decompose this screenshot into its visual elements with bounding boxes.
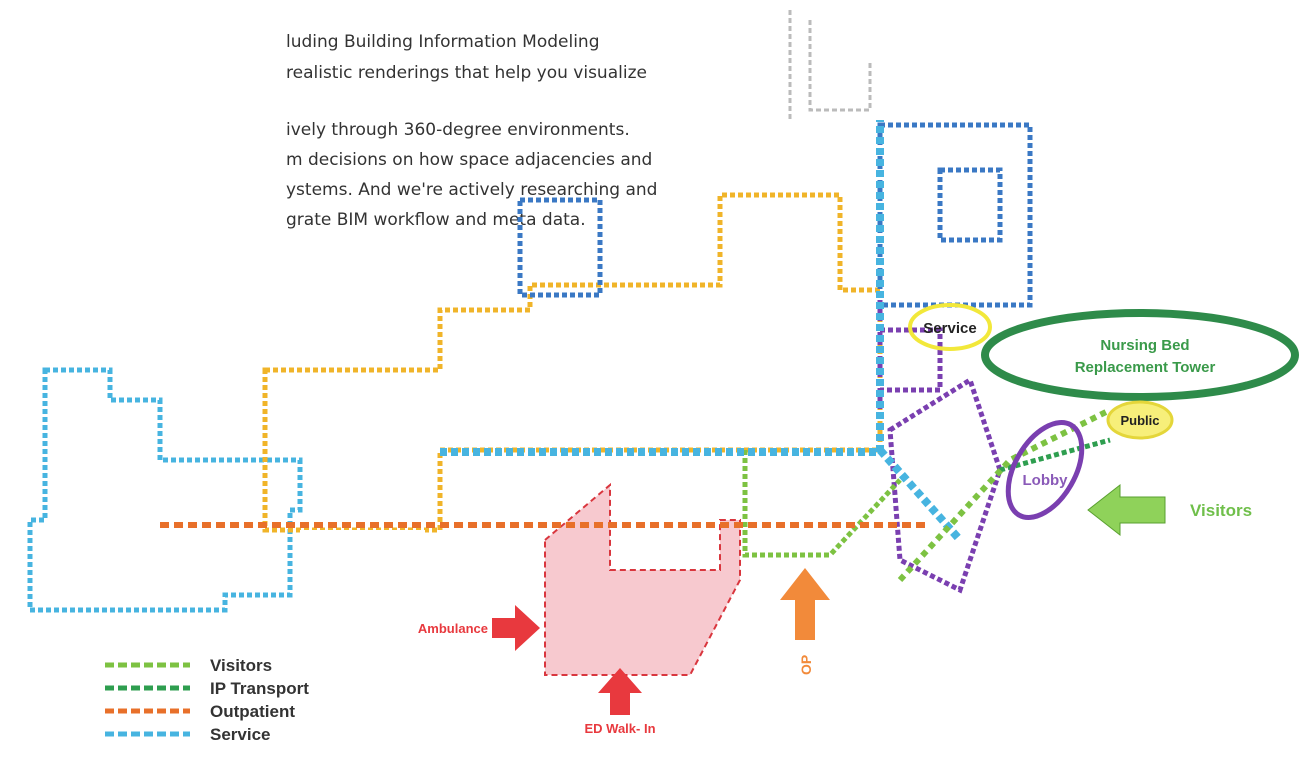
tower-label: Nursing Bed	[1100, 337, 1189, 354]
visitors-arrow	[1088, 485, 1165, 535]
legend-label: Service	[210, 725, 271, 744]
page: luding Building Information Modeling rea…	[0, 0, 1302, 768]
service-label: Service	[923, 320, 976, 337]
ambulance-arrow	[492, 605, 540, 651]
tower-label: Replacement Tower	[1075, 359, 1216, 376]
visitors-label: Visitors	[1190, 501, 1252, 520]
legend-label: Visitors	[210, 656, 272, 675]
legend-label: IP Transport	[210, 679, 309, 698]
ambulance-label: Ambulance	[418, 621, 488, 636]
lobby-label: Lobby	[1023, 472, 1069, 489]
legend: Visitors IP Transport Outpatient Service	[105, 656, 309, 744]
blank-box	[300, 530, 425, 615]
ed-zone	[545, 485, 740, 675]
walkin-label: ED Walk- In	[584, 721, 655, 736]
tower-ellipse	[985, 313, 1295, 397]
legend-label: Outpatient	[210, 702, 295, 721]
op-label: OP	[798, 655, 814, 675]
op-arrow	[780, 568, 830, 640]
floor-plan: Service Nursing Bed Replacement Tower Pu…	[0, 0, 1302, 768]
public-label: Public	[1120, 413, 1159, 428]
